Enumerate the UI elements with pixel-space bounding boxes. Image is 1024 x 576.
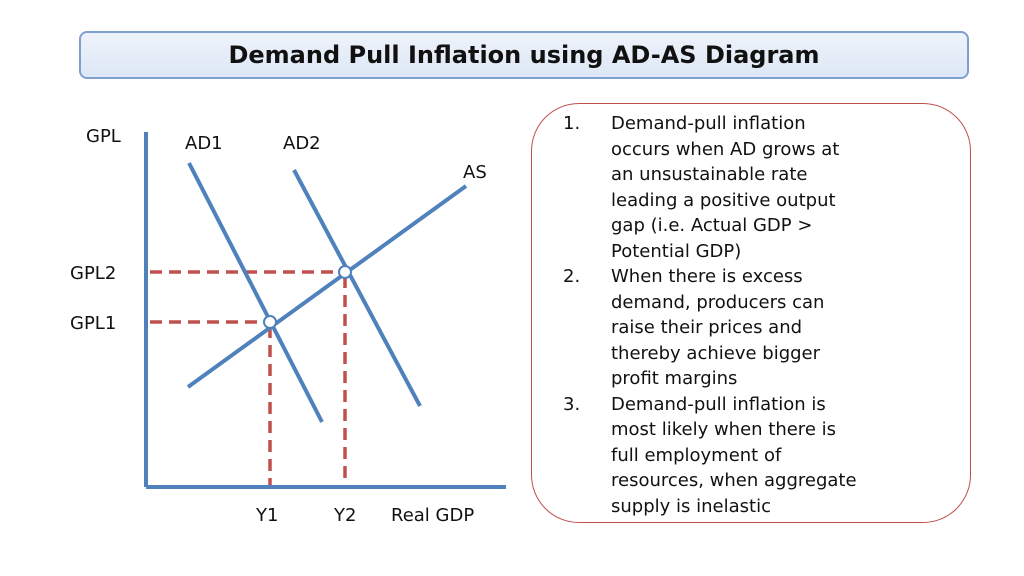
note-line: Potential GDP) bbox=[611, 240, 742, 262]
as-curve bbox=[186, 184, 468, 389]
ad1-curve bbox=[187, 162, 324, 423]
note-item: 1. Demand-pull inflation occurs when AD … bbox=[563, 111, 963, 264]
note-line: most likely when there is bbox=[611, 419, 836, 440]
ad2-curve bbox=[292, 169, 422, 407]
slide-title: Demand Pull Inflation using AD-AS Diagra… bbox=[228, 41, 820, 69]
note-line: Demand-pull inflation is bbox=[611, 393, 826, 415]
ad2-label: AD2 bbox=[283, 133, 321, 154]
note-line: an unsustainable rate bbox=[611, 164, 808, 185]
note-line: profit margins bbox=[611, 368, 738, 389]
notes-panel bbox=[531, 103, 971, 523]
note-text: When there is excess demand, producers c… bbox=[611, 264, 963, 392]
title-banner: Demand Pull Inflation using AD-AS Diagra… bbox=[79, 31, 969, 79]
note-text: Demand-pull inflation is most likely whe… bbox=[611, 392, 963, 520]
y1-label: Y1 bbox=[255, 505, 278, 526]
note-item: 3. Demand-pull inflation is most likely … bbox=[563, 392, 963, 520]
y2-label: Y2 bbox=[333, 505, 356, 526]
equilibrium-point-2 bbox=[338, 265, 352, 279]
note-line: demand, producers can bbox=[611, 291, 825, 313]
equilibrium-point-1 bbox=[263, 315, 277, 329]
y-axis-label: GPL bbox=[86, 126, 121, 147]
note-line: When there is excess bbox=[611, 266, 803, 287]
note-line: Demand-pull inflation bbox=[611, 113, 806, 134]
gpl2-label: GPL2 bbox=[70, 263, 116, 284]
note-text: Demand-pull inflation occurs when AD gro… bbox=[611, 111, 963, 264]
x-axis-label: Real GDP bbox=[391, 505, 474, 526]
note-line: full employment of bbox=[611, 444, 782, 466]
note-number: 3. bbox=[563, 393, 581, 415]
note-number: 1. bbox=[563, 113, 581, 134]
note-line: resources, when aggregate bbox=[611, 470, 857, 491]
note-number: 2. bbox=[563, 266, 581, 287]
note-line: thereby achieve bigger bbox=[611, 342, 821, 364]
gpl1-label: GPL1 bbox=[70, 313, 116, 334]
notes-list: 1. Demand-pull inflation occurs when AD … bbox=[563, 111, 963, 519]
ad1-label: AD1 bbox=[185, 133, 223, 154]
note-line: occurs when AD grows at bbox=[611, 138, 840, 160]
note-item: 2. When there is excess demand, producer… bbox=[563, 264, 963, 392]
note-line: raise their prices and bbox=[611, 317, 803, 338]
as-label: AS bbox=[463, 162, 487, 183]
note-line: supply is inelastic bbox=[611, 495, 771, 517]
note-line: gap (i.e. Actual GDP > bbox=[611, 215, 813, 236]
note-line: leading a positive output bbox=[611, 189, 836, 211]
